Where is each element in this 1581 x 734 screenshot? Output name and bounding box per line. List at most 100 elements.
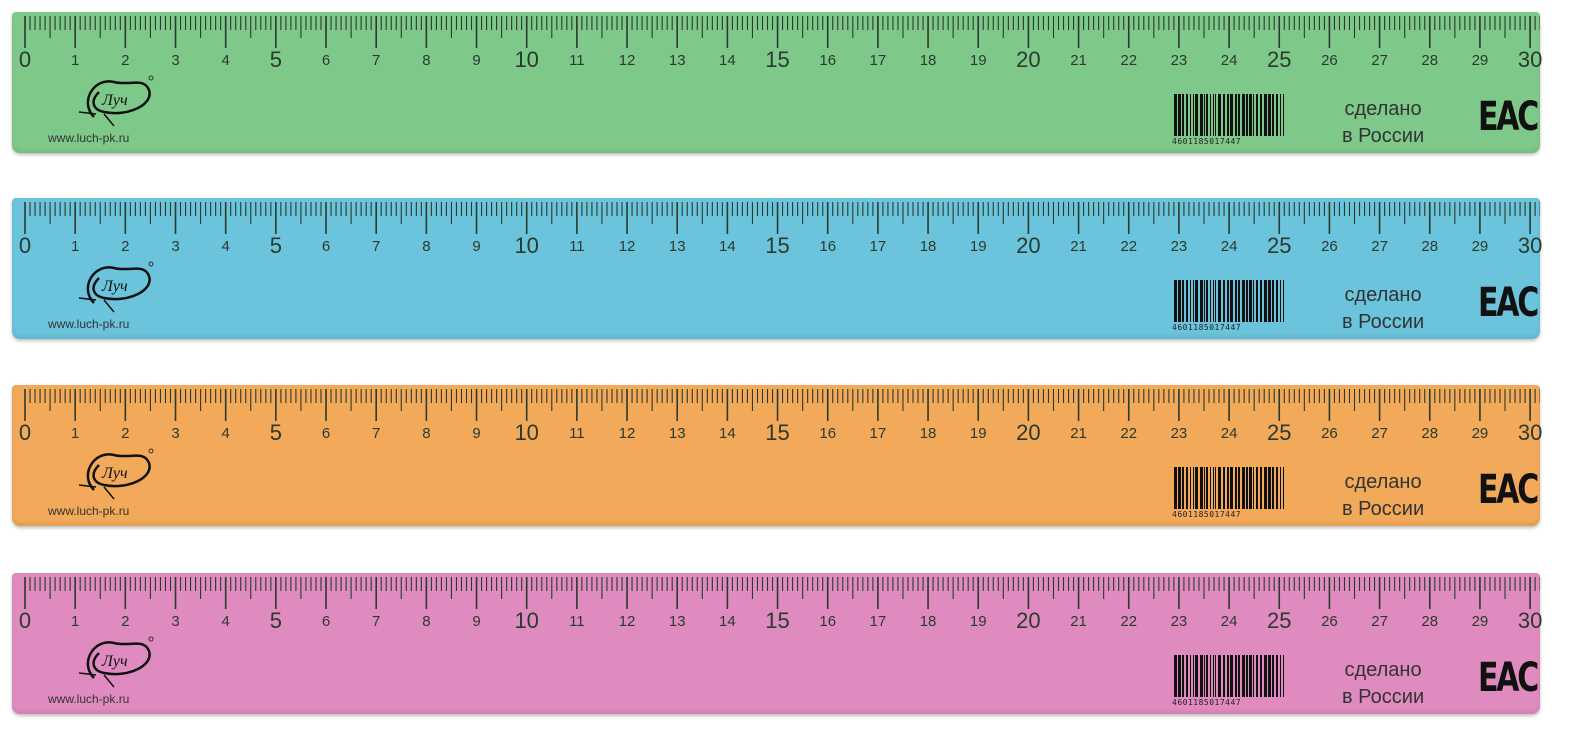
scale-label-4: 4 [221,425,230,442]
scale-label-30: 30 [1517,47,1543,72]
scale-label-7: 7 [372,613,381,630]
ruler-tick-marks [24,389,1540,421]
scale-label-18: 18 [919,425,937,442]
scale-label-16: 16 [819,52,837,69]
scale-label-24: 24 [1220,238,1238,255]
website-url: www.luch-pk.ru [48,692,130,706]
scale-label-6: 6 [321,52,331,69]
scale-label-11: 11 [569,425,585,442]
scale-label-10: 10 [514,608,539,633]
scale-label-14: 14 [719,613,736,630]
scale-label-25: 25 [1267,608,1292,633]
scale-label-27: 27 [1371,613,1388,630]
scale-label-22: 22 [1120,238,1138,255]
scale-label-10: 10 [514,233,539,258]
made-in-russia-text: сделано в России [1342,98,1425,147]
scale-label-10: 10 [514,47,539,72]
scale-label-11: 11 [569,238,585,255]
scale-label-14: 14 [719,52,736,69]
scale-label-24: 24 [1220,52,1238,69]
website-url: www.luch-pk.ru [48,317,130,331]
scale-label-8: 8 [422,238,431,255]
made-in-russia-text: сделано в России [1342,471,1425,520]
scale-label-26: 26 [1321,425,1338,442]
scale-label-21: 21 [1070,52,1087,69]
scale-label-20: 20 [1016,420,1041,445]
scale-label-7: 7 [372,238,381,255]
scale-label-3: 3 [171,52,180,69]
scale-label-24: 24 [1220,613,1238,630]
scale-label-28: 28 [1421,613,1439,630]
scale-label-16: 16 [819,613,837,630]
scale-label-0: 0 [18,608,32,633]
eac-certification-mark: EAC [1478,655,1539,701]
ruler-tick-marks [24,16,1540,48]
scale-label-0: 0 [18,420,32,445]
scale-label-29: 29 [1471,52,1489,69]
scale-label-3: 3 [171,613,180,630]
scale-label-23: 23 [1170,52,1188,69]
scale-label-29: 29 [1471,425,1489,442]
scale-label-27: 27 [1371,425,1388,442]
scale-label-8: 8 [422,52,431,69]
website-url: www.luch-pk.ru [48,504,130,518]
scale-label-13: 13 [668,52,686,69]
scale-label-9: 9 [472,425,481,442]
scale-label-21: 21 [1070,425,1087,442]
barcode [1174,94,1284,136]
scale-label-15: 15 [765,420,790,445]
scale-label-11: 11 [569,613,585,630]
scale-label-7: 7 [372,52,381,69]
scale-label-5: 5 [269,47,282,72]
scale-label-13: 13 [668,425,686,442]
scale-label-2: 2 [121,238,130,255]
barcode-digits: 4601185017447 [1172,698,1242,707]
scale-label-4: 4 [221,238,230,255]
svg-text:Луч: Луч [101,465,128,482]
scale-label-3: 3 [171,238,180,255]
website-url: www.luch-pk.ru [48,131,130,145]
scale-label-28: 28 [1421,425,1439,442]
svg-text:Луч: Луч [101,653,128,670]
scale-label-14: 14 [719,425,736,442]
eac-certification-mark: EAC [1478,280,1539,326]
eac-certification-mark: EAC [1478,467,1539,513]
scale-label-29: 29 [1471,613,1489,630]
scale-label-30: 30 [1517,233,1543,258]
scale-label-25: 25 [1267,233,1292,258]
svg-text:Луч: Луч [101,92,128,109]
scale-label-19: 19 [969,52,987,69]
scale-label-11: 11 [569,52,585,69]
scale-label-19: 19 [969,238,987,255]
scale-label-19: 19 [969,613,987,630]
scale-label-1: 1 [70,238,80,255]
scale-label-4: 4 [221,52,230,69]
ruler-pink: 0 1 2 3 4 5 6 7 8 9 10 11 12 13 14 15 16 17 18 19 20 21 22 23 24… [12,573,1543,714]
scale-label-15: 15 [765,233,790,258]
scale-label-12: 12 [618,425,636,442]
scale-label-6: 6 [321,613,331,630]
scale-label-27: 27 [1371,52,1388,69]
scale-label-22: 22 [1120,425,1138,442]
scale-label-6: 6 [321,425,331,442]
scale-label-25: 25 [1267,47,1292,72]
scale-label-8: 8 [422,613,431,630]
made-in-russia-text: сделано в России [1342,284,1425,333]
scale-label-6: 6 [321,238,331,255]
barcode-digits: 4601185017447 [1172,137,1242,146]
luch-logo-icon: Луч [78,75,154,127]
svg-text:Луч: Луч [101,278,128,295]
scale-label-13: 13 [668,613,686,630]
scale-label-28: 28 [1421,52,1439,69]
scale-label-10: 10 [514,420,539,445]
barcode [1174,467,1284,509]
scale-label-2: 2 [121,52,130,69]
scale-label-17: 17 [869,238,887,255]
scale-label-5: 5 [269,608,282,633]
barcode-digits: 4601185017447 [1172,323,1242,332]
scale-label-30: 30 [1517,608,1543,633]
scale-label-28: 28 [1421,238,1439,255]
scale-label-18: 18 [919,238,937,255]
scale-label-18: 18 [919,613,937,630]
scale-label-23: 23 [1170,238,1188,255]
